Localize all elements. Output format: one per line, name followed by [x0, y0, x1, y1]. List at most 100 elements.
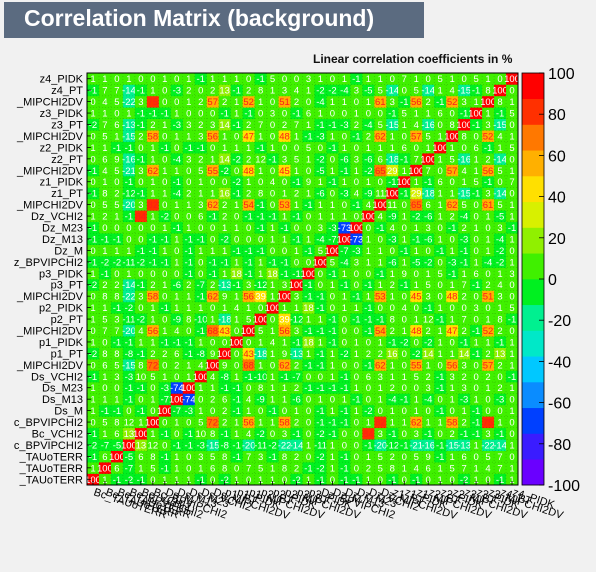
y-tick-label: c_BPVIPCHI2 [14, 417, 83, 429]
cell-value-label: -1 [292, 177, 300, 188]
cell-value-label: 1 [174, 131, 179, 142]
cell-value-label: 3 [114, 372, 119, 383]
heatmap-cell [458, 267, 471, 280]
heatmap-cell [386, 84, 399, 97]
cell-value-label: 5 [509, 109, 514, 120]
cell-value-label: -22 [122, 292, 136, 303]
heatmap-cell [278, 404, 291, 417]
heatmap-cell [434, 141, 447, 154]
cell-value-label: 2 [162, 349, 167, 360]
cell-value-label: 5 [294, 154, 299, 165]
cell-value-label: 2 [461, 372, 466, 383]
cell-value-label: -1 [436, 383, 444, 394]
heatmap-cell [242, 267, 255, 280]
heatmap-cell [158, 279, 172, 291]
cell-value-label: 1 [473, 463, 478, 474]
heatmap-cell [326, 187, 339, 200]
heatmap-cell [110, 73, 124, 85]
heatmap-cell [218, 95, 231, 108]
heatmap-cell [290, 84, 303, 97]
cell-value-label: 56 [207, 131, 218, 142]
heatmap-cell [362, 370, 375, 383]
heatmap-cell [266, 73, 279, 85]
cell-value-label: -1 [244, 372, 252, 383]
heatmap-cell [254, 324, 267, 337]
cell-value-label: 3 [198, 131, 203, 142]
heatmap-cell [170, 84, 184, 97]
cell-value-label: 0 [354, 143, 359, 154]
heatmap-cell [146, 256, 160, 268]
cell-value-label: 6 [198, 212, 203, 223]
heatmap-cell [374, 427, 387, 440]
heatmap-cell [482, 473, 495, 486]
cell-value-label: -1 [244, 257, 252, 268]
heatmap-cell [206, 198, 219, 211]
heatmap-cell [242, 370, 255, 383]
cell-value-label: -7 [292, 372, 300, 383]
cell-value-label: 2 [378, 349, 383, 360]
cell-value-label: 1 [162, 189, 167, 200]
cell-value-label: 5 [114, 200, 119, 211]
cell-value-label: 18 [303, 303, 314, 314]
heatmap-cell [446, 95, 459, 108]
heatmap-cell [458, 84, 471, 97]
cell-value-label: -1 [340, 280, 348, 291]
cell-value-label: -10 [194, 315, 208, 326]
heatmap-cell [242, 382, 255, 394]
heatmap-cell [374, 244, 387, 257]
cell-value-label: 72 [207, 418, 218, 429]
heatmap-cell [98, 370, 112, 383]
cell-value-label: 1 [90, 143, 95, 154]
heatmap-cell [266, 279, 279, 291]
cell-value-label: -1 [400, 280, 408, 291]
y-tick-label: Ds_VCHI2 [31, 371, 83, 383]
heatmap-cell [146, 198, 160, 211]
cell-value-label: 0 [246, 74, 251, 85]
heatmap-cell [266, 256, 279, 268]
cell-value-label: 100 [313, 257, 329, 268]
heatmap-cell [290, 279, 303, 291]
heatmap-cell [182, 313, 196, 326]
cell-value-label: 6 [222, 395, 227, 406]
heatmap-cell [170, 118, 184, 131]
heatmap-cell [410, 313, 423, 326]
cell-value-label: -4 [173, 189, 181, 200]
heatmap-cell [314, 187, 327, 200]
cell-value-label: 3 [198, 452, 203, 463]
heatmap-cell [290, 198, 303, 211]
heatmap-cell [278, 279, 291, 291]
heatmap-cell [506, 107, 519, 120]
heatmap-cell [494, 290, 507, 303]
heatmap-cell [386, 416, 399, 429]
heatmap-cell [374, 107, 387, 120]
heatmap-cell [422, 290, 435, 303]
heatmap-cell [218, 244, 231, 257]
heatmap-cell [87, 198, 100, 211]
cell-value-label: 0 [90, 131, 95, 142]
cell-value-label: 0 [282, 177, 287, 188]
cell-value-label: 56 [148, 326, 159, 337]
cell-value-label: 1 [162, 280, 167, 291]
heatmap-cell [350, 416, 363, 429]
heatmap-cell [422, 244, 435, 257]
heatmap-cell [350, 73, 363, 85]
cell-value-label: -74 [182, 395, 196, 406]
cell-value-label: 0 [294, 74, 299, 85]
cell-value-label: 2 [150, 120, 155, 131]
heatmap-cell [254, 210, 267, 223]
cell-value-label: 4 [174, 326, 179, 337]
heatmap-cell [410, 73, 423, 85]
cell-value-label: 1 [306, 475, 311, 486]
heatmap-cell [254, 176, 267, 188]
heatmap-cell [182, 324, 196, 337]
cell-value-label: -1 [161, 257, 169, 268]
heatmap-cell [170, 404, 184, 417]
heatmap-cell [350, 382, 363, 394]
cell-value-label: 13 [136, 440, 147, 451]
heatmap-cell [206, 290, 219, 303]
heatmap-cell [87, 130, 100, 142]
heatmap-cell [386, 118, 399, 131]
cell-value-label: 56 [243, 292, 254, 303]
cell-value-label: 1 [354, 406, 359, 417]
heatmap-cell [266, 347, 279, 360]
